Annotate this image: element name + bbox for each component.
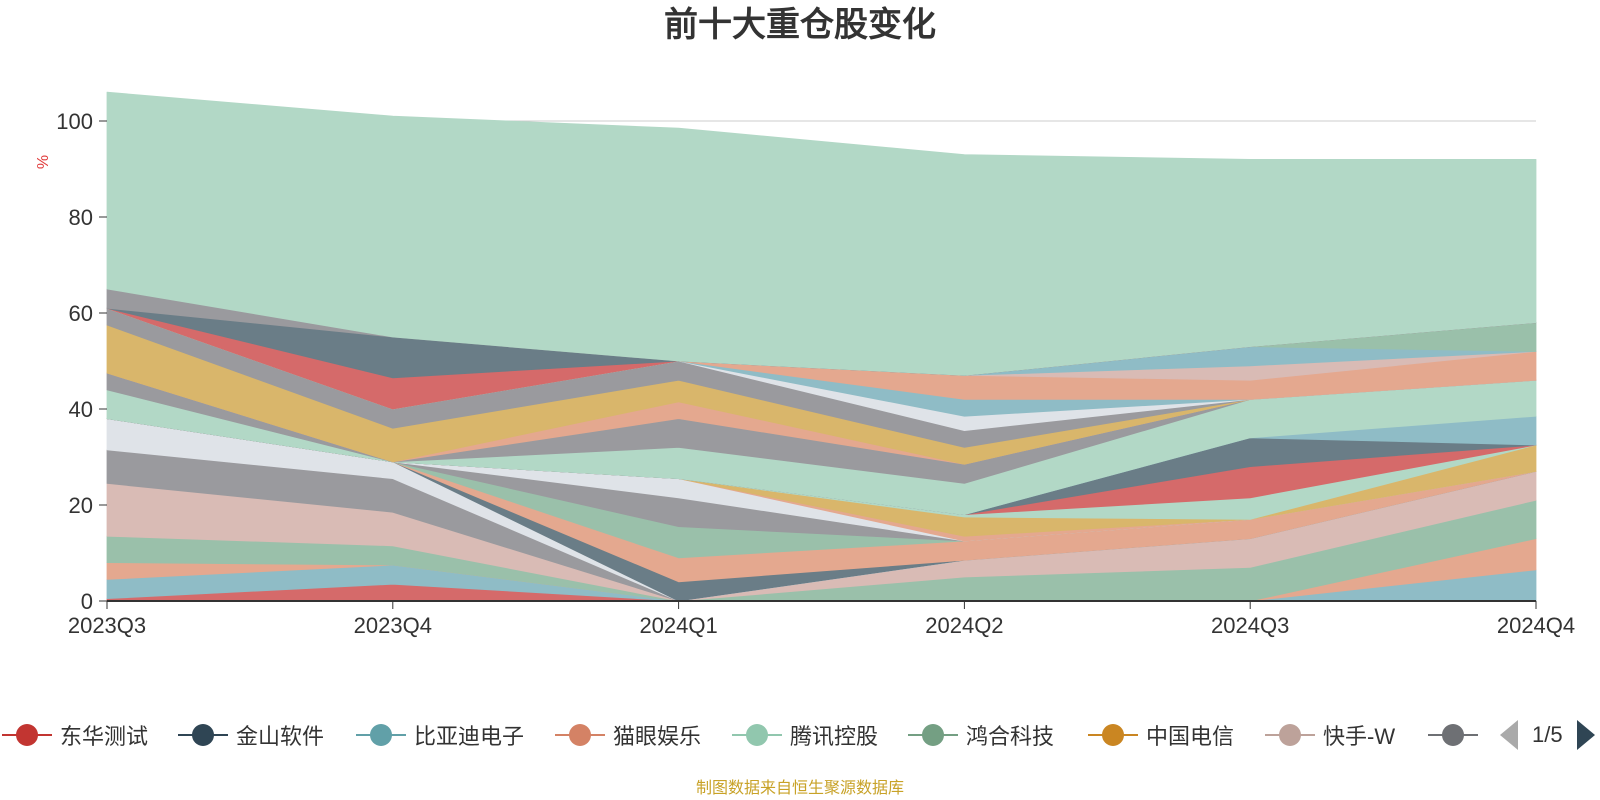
legend-item[interactable]: 腾讯控股: [732, 715, 878, 755]
legend-label: 猫眼娱乐: [613, 724, 702, 749]
chart-title: 前十大重仓股变化: [664, 6, 936, 44]
x-tick-label: 2024Q1: [639, 613, 717, 638]
legend-marker-icon: [356, 720, 406, 750]
legend-marker-icon: [1088, 720, 1138, 750]
y-tick-label: 60: [69, 301, 93, 326]
y-tick-label: 80: [69, 205, 93, 230]
legend-item[interactable]: 中国电信: [1088, 715, 1234, 755]
legend-prev-page-icon[interactable]: [1500, 720, 1518, 750]
y-tick-label: 0: [81, 589, 93, 614]
legend-label: 东华测试: [60, 724, 149, 749]
legend-marker-icon: [732, 720, 782, 750]
x-tick-label: 2024Q2: [925, 613, 1003, 638]
legend-marker-icon: [1428, 720, 1478, 750]
x-tick-label: 2024Q3: [1211, 613, 1289, 638]
legend-marker-icon: [178, 720, 228, 750]
legend-page-indicator: 1/5: [1532, 722, 1563, 747]
legend-label: 鸿合科技: [966, 724, 1055, 749]
chart-legend: 东华测试 金山软件 比亚迪电子 猫眼娱乐 腾讯控股 鸿合科技 中国电信 快手-W: [0, 715, 1600, 755]
y-axis-label: %: [35, 155, 52, 169]
legend-label: 中国电信: [1146, 724, 1235, 749]
data-source-note: 制图数据来自恒生聚源数据库: [695, 780, 904, 797]
legend-item[interactable]: 快手-W: [1265, 715, 1395, 755]
legend-item[interactable]: 鸿合科技: [908, 715, 1054, 755]
legend-label: 金山软件: [236, 724, 325, 749]
x-tick-label: 2023Q4: [354, 613, 432, 638]
legend-marker-icon: [2, 720, 52, 750]
x-tick-label: 2024Q4: [1497, 613, 1575, 638]
legend-item[interactable]: 猫眼娱乐: [555, 715, 701, 755]
y-tick-label: 40: [69, 397, 93, 422]
area-series-group: [106, 91, 1537, 602]
legend-item[interactable]: 金山软件: [178, 715, 324, 755]
legend-label: 腾讯控股: [790, 724, 879, 749]
y-tick-label: 100: [56, 109, 93, 134]
x-tick-label: 2023Q3: [68, 613, 146, 638]
legend-item[interactable]: 比亚迪电子: [356, 715, 524, 755]
legend-label: 比亚迪电子: [414, 724, 525, 749]
legend-pager: 1/5: [1500, 715, 1595, 755]
legend-marker-icon: [555, 720, 605, 750]
legend-marker-icon: [1265, 720, 1315, 750]
legend-item[interactable]: [1428, 715, 1478, 755]
legend-item[interactable]: 东华测试: [2, 715, 148, 755]
legend-label: 快手-W: [1323, 724, 1396, 749]
axes: 0 20 40 60 80 100 2023Q3 2023Q4 2024Q1 2024Q2 2024…: [35, 109, 1575, 638]
area-series-34: [106, 91, 1537, 376]
legend-next-page-icon[interactable]: [1576, 720, 1595, 750]
y-tick-label: 20: [69, 493, 93, 518]
legend-marker-icon: [908, 720, 958, 750]
